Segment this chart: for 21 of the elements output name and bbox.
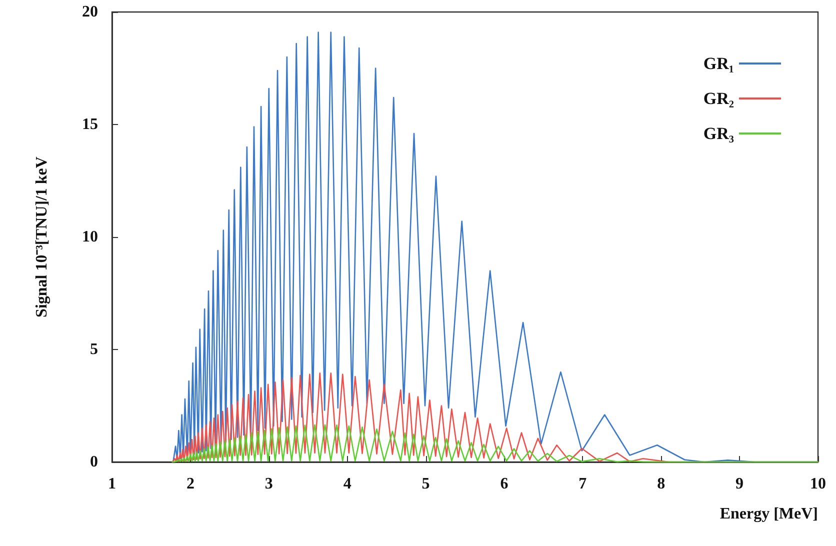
y-tick-label: 10: [82, 228, 98, 246]
x-axis-title: Energy [MeV]: [720, 506, 818, 522]
y-tick-label: 15: [82, 116, 98, 133]
y-axis-title: Signal 10⁻³[TNU]/1 keV: [34, 156, 50, 318]
x-tick-label: 1: [108, 476, 116, 492]
x-tick-label: 9: [736, 476, 744, 492]
x-tick-label: 2: [186, 476, 194, 492]
x-tick-label: 4: [343, 476, 352, 492]
x-tick-label: 3: [264, 476, 273, 492]
x-tick-label: 5: [422, 476, 430, 492]
x-tick-label: 7: [578, 476, 587, 492]
x-tick-label: 6: [500, 476, 508, 492]
legend-label: GR₂: [703, 89, 734, 108]
y-tick-label: 20: [82, 4, 98, 20]
y-tick-label: 0: [90, 454, 98, 470]
y-tick-label: 5: [90, 341, 98, 358]
legend-label: GR₃: [703, 124, 734, 143]
x-tick-label: 8: [657, 476, 666, 492]
line-series: [172, 424, 819, 463]
legend-label: GR₁: [703, 54, 734, 73]
x-tick-label: 10: [810, 476, 826, 492]
